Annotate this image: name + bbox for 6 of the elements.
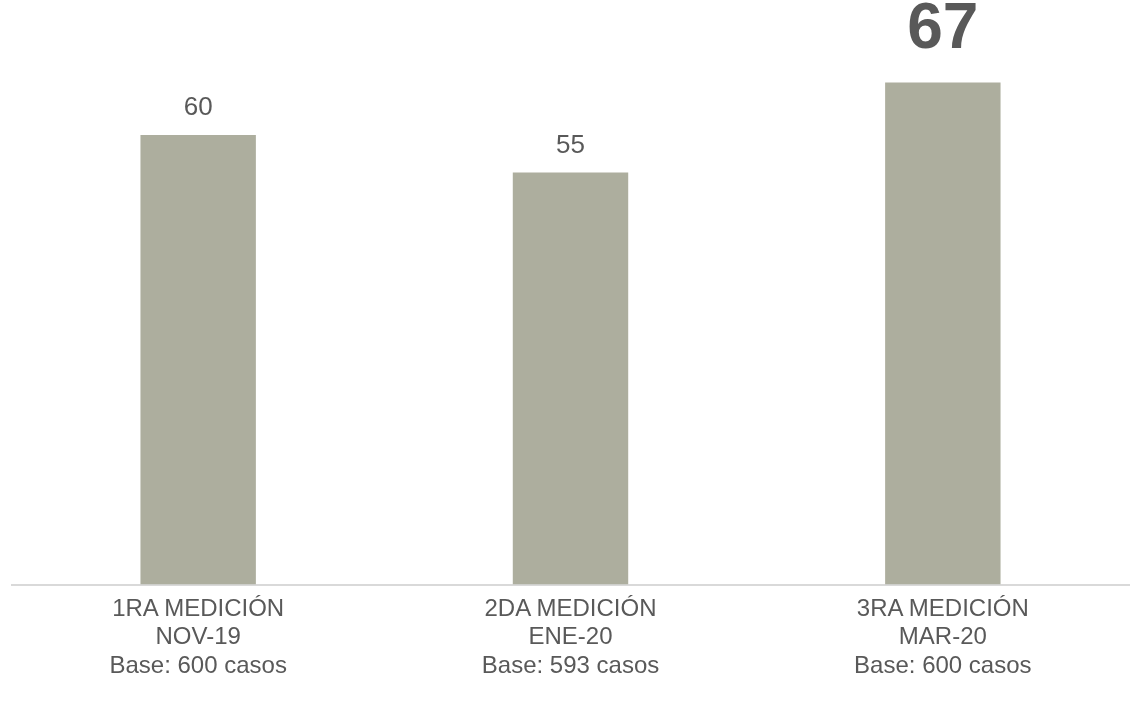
data-label: 67 [907, 0, 979, 63]
data-label: 55 [556, 128, 585, 159]
x-tick-label: 3RA MEDICIÓN MAR-20 Base: 600 casos [854, 593, 1032, 679]
x-tick-label: 2DA MEDICIÓN ENE-20 Base: 593 casos [481, 593, 660, 679]
data-label: 60 [183, 91, 213, 122]
x-tick-label: 1RA MEDICIÓN NOV-19 Base: 600 casos [109, 593, 287, 679]
